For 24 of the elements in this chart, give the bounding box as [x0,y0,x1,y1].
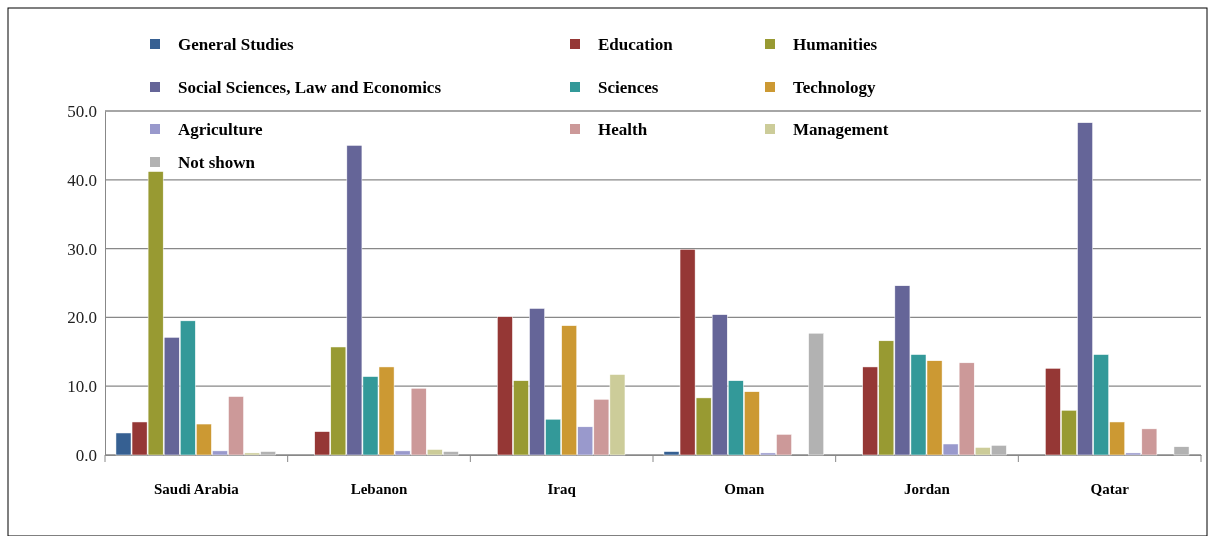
x-tick-label: Saudi Arabia [154,480,240,497]
x-tick-label: Oman [724,480,765,497]
y-tick-label: 40.0 [67,170,97,190]
x-tick-label: Lebanon [350,480,408,497]
legend-label: Management [793,120,889,139]
legend-label: Education [598,35,674,54]
y-tick-label: 10.0 [67,377,97,397]
legend-label: Health [598,120,648,139]
legend-label: Humanities [793,35,878,54]
legend-label: Social Sciences, Law and Economics [178,78,442,97]
legend-label: Agriculture [178,120,264,139]
legend-label: Technology [793,78,876,97]
y-tick-label: 30.0 [67,239,97,259]
legend-label: General Studies [178,35,295,54]
y-tick-label: 20.0 [67,308,97,328]
y-tick-label: 50.0 [67,101,97,121]
y-tick-label: 0.0 [75,445,97,465]
x-tick-label: Jordan [904,480,951,497]
x-tick-label: Qatar [1090,480,1130,497]
bar [808,332,824,456]
bar [1173,446,1190,456]
x-tick-label: Iraq [547,480,577,497]
legend-label: Sciences [598,78,659,97]
legend-label: Not shown [178,153,256,172]
